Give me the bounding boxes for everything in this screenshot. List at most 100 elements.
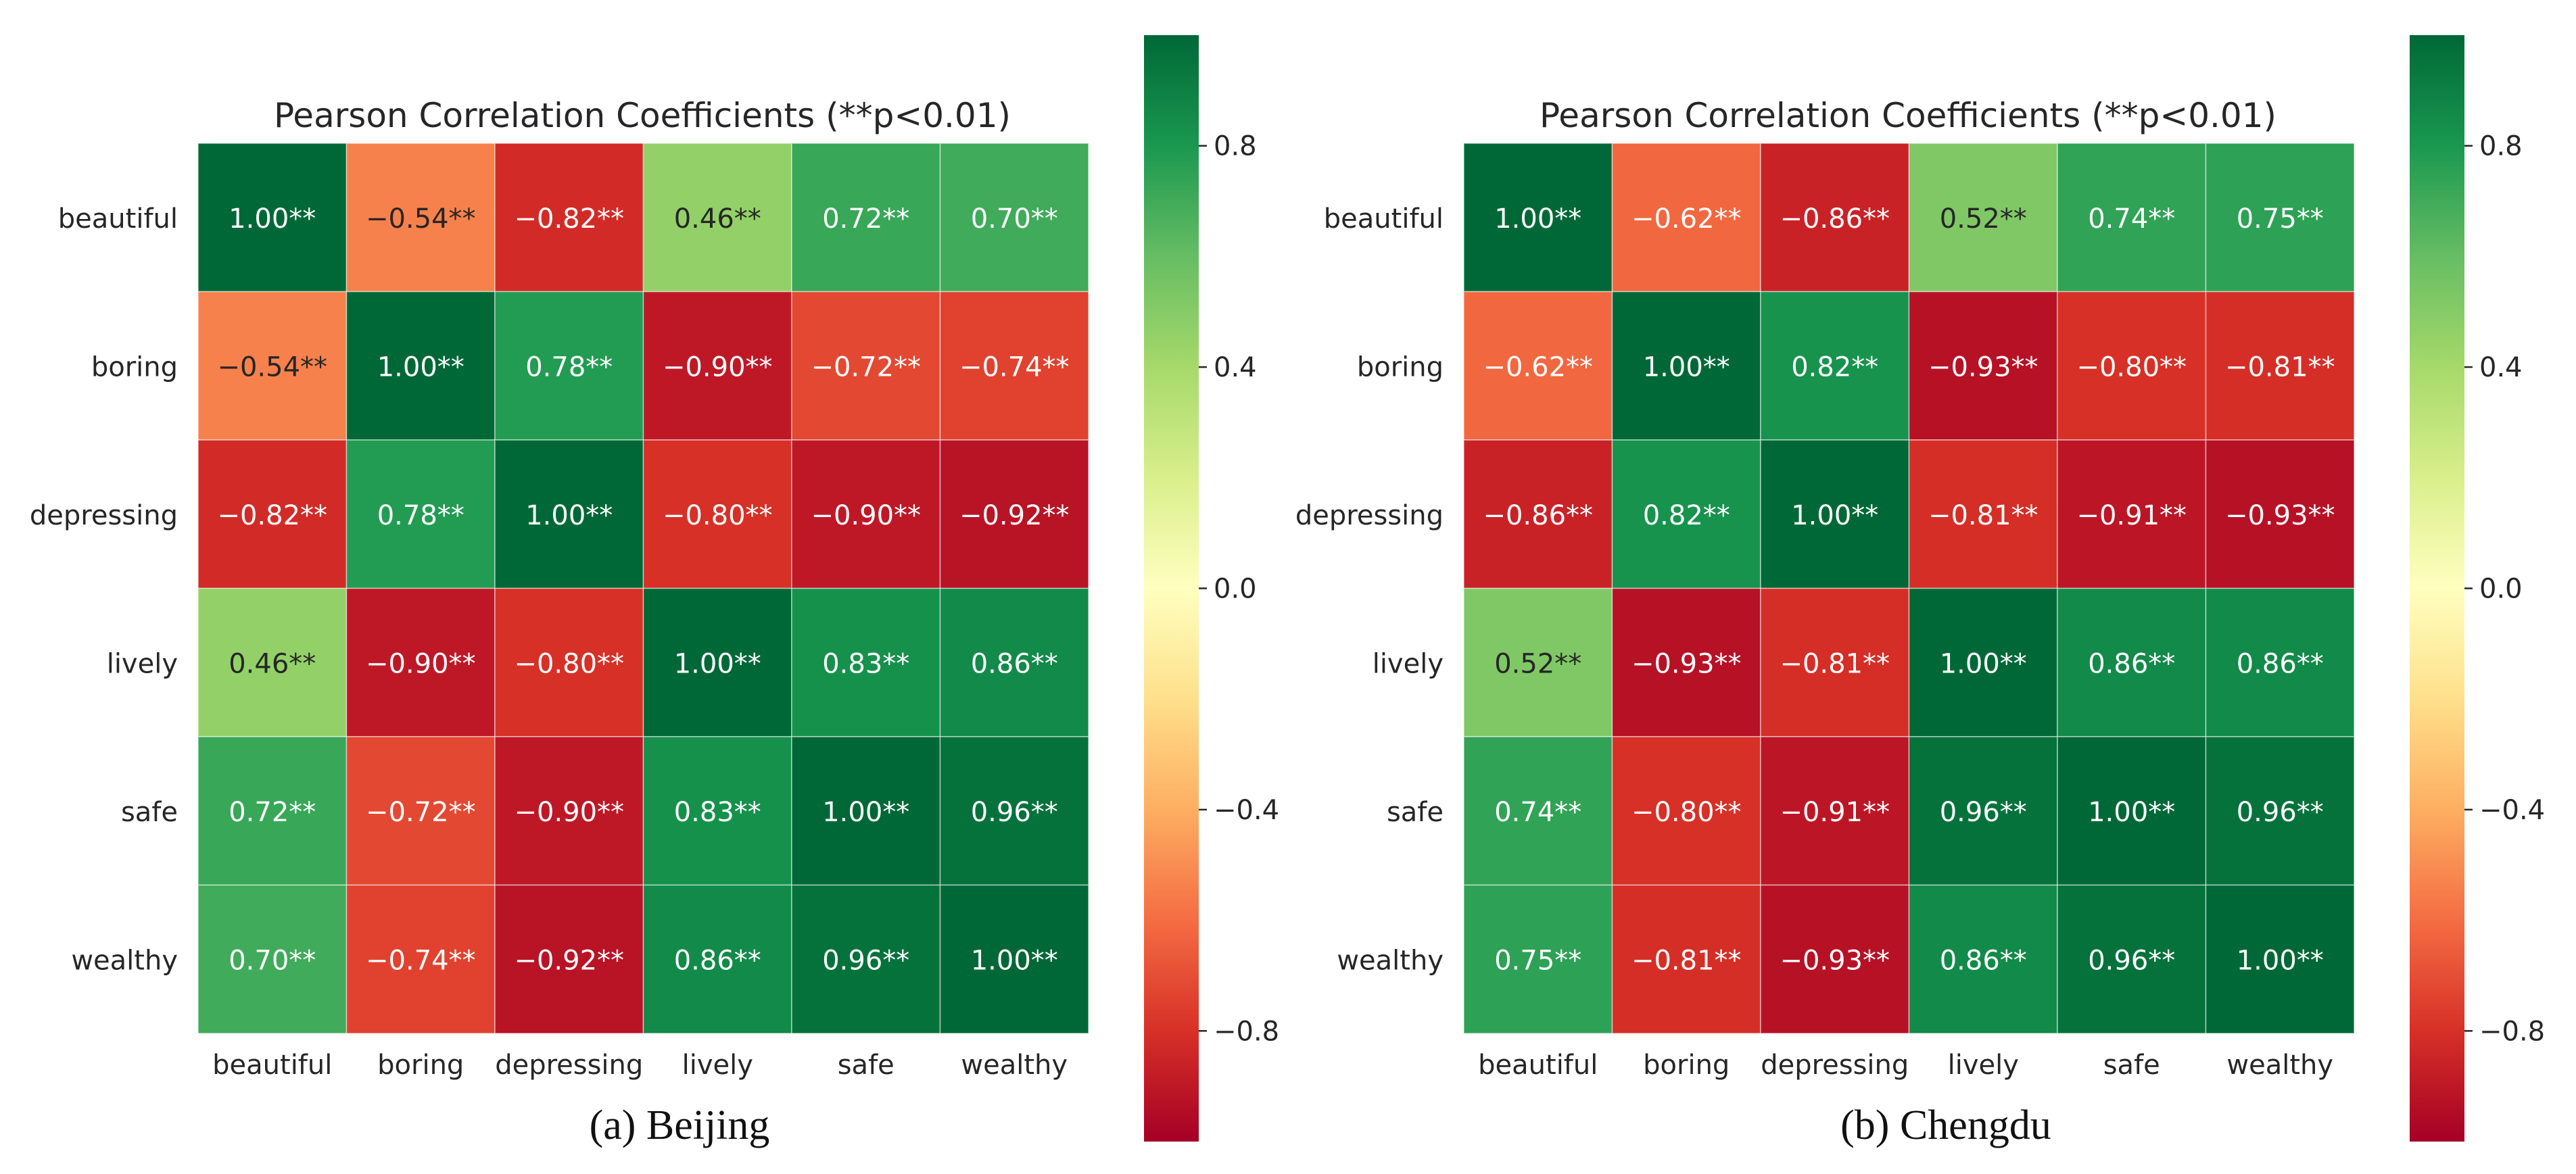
cell-value-label-5-4: 0.96**: [822, 945, 909, 976]
colorbar-tick-label: 0.0: [2479, 574, 2523, 605]
cell-value-label-2-0: −0.86**: [1483, 500, 1593, 531]
cell-value-label-3-4: 0.86**: [2088, 648, 2175, 679]
cell-value-label-4-5: 0.96**: [971, 797, 1058, 828]
y-tick-label-boring: boring: [1357, 351, 1444, 383]
y-tick-label-safe: safe: [1387, 797, 1444, 828]
heatmap-cell-3-5: [939, 587, 1089, 737]
heatmap-cell-5-1: [1611, 884, 1761, 1034]
cell-value-label-2-5: −0.93**: [2225, 500, 2335, 531]
colorbar-tick-label: −0.8: [2479, 1016, 2545, 1047]
cell-value-label-5-3: 0.86**: [674, 945, 761, 976]
heatmap-cell-1-2: [1760, 291, 1910, 441]
heatmap-cell-4-5: [939, 736, 1089, 886]
x-tick-label-boring: boring: [377, 1050, 464, 1081]
cell-value-label-5-0: 0.70**: [229, 945, 316, 976]
cell-value-label-2-3: −0.81**: [1928, 500, 2038, 531]
heatmap-cell-2-5: [939, 439, 1089, 589]
cell-value-label-2-4: −0.90**: [811, 500, 921, 531]
cell-value-label-0-4: 0.72**: [822, 203, 909, 235]
heatmap-cell-3-1: [345, 587, 496, 737]
cell-value-label-0-1: −0.54**: [366, 203, 476, 235]
chart-caption: (a) Beijing: [590, 1102, 770, 1148]
cell-value-label-0-5: 0.70**: [971, 203, 1058, 235]
heatmap-cell-0-1: [345, 143, 496, 293]
heatmap-cell-0-0: [197, 143, 348, 293]
cell-value-label-2-2: 1.00**: [1791, 500, 1878, 531]
heatmap-cells: [197, 143, 1089, 1034]
heatmap-cell-3-3: [642, 587, 792, 737]
cell-value-label-4-0: 0.74**: [1494, 797, 1581, 828]
heatmap-cell-2-0: [1463, 439, 1613, 589]
heatmap-cell-0-3: [642, 143, 792, 293]
cell-value-label-1-5: −0.74**: [959, 351, 1070, 383]
cell-value-label-5-1: −0.74**: [366, 945, 476, 976]
heatmap-cell-1-3: [1908, 291, 2058, 441]
colorbar: 0.8 0.4 0.0 −0.4 −0.8: [1144, 35, 1279, 1142]
cell-value-label-5-2: −0.92**: [514, 945, 624, 976]
heatmap-cell-0-0: [1463, 143, 1613, 293]
cell-value-label-3-0: 0.52**: [1494, 648, 1581, 679]
cell-value-label-2-4: −0.91**: [2076, 500, 2187, 531]
cell-value-label-2-1: 0.78**: [377, 500, 464, 531]
y-axis-labels: beautiful boring depressing lively safe wealt…: [30, 203, 178, 977]
x-tick-label-lively: lively: [1948, 1050, 2019, 1081]
cell-value-label-4-3: 0.83**: [674, 797, 761, 828]
x-tick-label-beautiful: beautiful: [212, 1050, 332, 1081]
y-tick-label-beautiful: beautiful: [58, 203, 178, 235]
x-tick-label-depressing: depressing: [495, 1050, 643, 1081]
x-tick-label-lively: lively: [682, 1050, 753, 1081]
cell-value-label-2-1: 0.82**: [1643, 500, 1730, 531]
heatmap-cell-5-4: [791, 884, 941, 1034]
heatmap-cell-1-5: [2205, 291, 2355, 441]
cell-value-label-3-2: −0.80**: [514, 648, 624, 679]
heatmap-cell-1-5: [939, 291, 1089, 441]
cell-value-label-3-1: −0.93**: [1631, 648, 1742, 679]
cell-value-label-4-1: −0.72**: [366, 797, 476, 828]
heatmap-cell-5-2: [1760, 884, 1910, 1034]
heatmap-cell-0-1: [1611, 143, 1761, 293]
y-tick-label-beautiful: beautiful: [1324, 203, 1444, 235]
heatmap-cell-3-3: [1908, 587, 2058, 737]
heatmap-cell-4-0: [197, 736, 348, 886]
heatmap-panel-beijing: Pearson Correlation Coefficients (**p<0.…: [30, 35, 1279, 1148]
colorbar-tick-label: 0.8: [2479, 131, 2523, 162]
colorbar-tick-label: 0.0: [1214, 574, 1257, 605]
cell-value-label-1-2: 0.78**: [525, 351, 613, 383]
cell-value-label-1-1: 1.00**: [377, 351, 464, 383]
x-tick-label-boring: boring: [1643, 1050, 1730, 1081]
heatmap-cell-2-2: [1760, 439, 1910, 589]
heatmap-cell-5-0: [1463, 884, 1613, 1034]
x-tick-label-wealthy: wealthy: [2226, 1050, 2333, 1081]
heatmap-cell-2-5: [2205, 439, 2355, 589]
cell-value-label-1-0: −0.54**: [217, 351, 327, 383]
y-tick-label-lively: lively: [107, 648, 178, 679]
chart-title: Pearson Correlation Coefficients (**p<0.…: [274, 96, 1011, 135]
chart-title: Pearson Correlation Coefficients (**p<0.…: [1540, 96, 2276, 135]
y-tick-label-depressing: depressing: [1295, 500, 1444, 531]
heatmap-cell-1-1: [1611, 291, 1761, 441]
cell-value-label-2-2: 1.00**: [525, 500, 613, 531]
colorbar-tick-label: −0.4: [1214, 795, 1279, 826]
cell-value-label-1-4: −0.72**: [811, 351, 921, 383]
heatmap-cell-5-0: [197, 884, 348, 1034]
heatmap-cell-0-2: [1760, 143, 1910, 293]
cell-value-label-2-3: −0.80**: [663, 500, 773, 531]
cell-value-label-0-2: −0.82**: [514, 203, 624, 235]
y-tick-label-depressing: depressing: [30, 500, 178, 531]
x-tick-label-safe: safe: [838, 1050, 895, 1081]
heatmap-cell-0-4: [791, 143, 941, 293]
cell-value-label-5-0: 0.75**: [1494, 945, 1581, 976]
heatmap-cell-4-1: [1611, 736, 1761, 886]
heatmap-cell-4-3: [1908, 736, 2058, 886]
cell-value-label-1-5: −0.81**: [2225, 351, 2335, 383]
y-axis-labels: beautiful boring depressing lively safe wealt…: [1295, 203, 1444, 977]
cell-value-label-1-1: 1.00**: [1643, 351, 1730, 383]
cell-value-label-3-1: −0.90**: [366, 648, 476, 679]
cell-value-label-0-3: 0.52**: [1940, 203, 2027, 235]
colorbar-tick-label: 0.8: [1214, 131, 1257, 162]
cell-value-label-4-5: 0.96**: [2237, 797, 2324, 828]
cell-value-label-3-0: 0.46**: [229, 648, 316, 679]
heatmap-cell-3-2: [494, 587, 644, 737]
heatmap-annotations: 1.00** −0.62** −0.86** 0.52** 0.74** 0.75** −0…: [1483, 203, 2335, 977]
y-tick-label-wealthy: wealthy: [1337, 945, 1444, 976]
